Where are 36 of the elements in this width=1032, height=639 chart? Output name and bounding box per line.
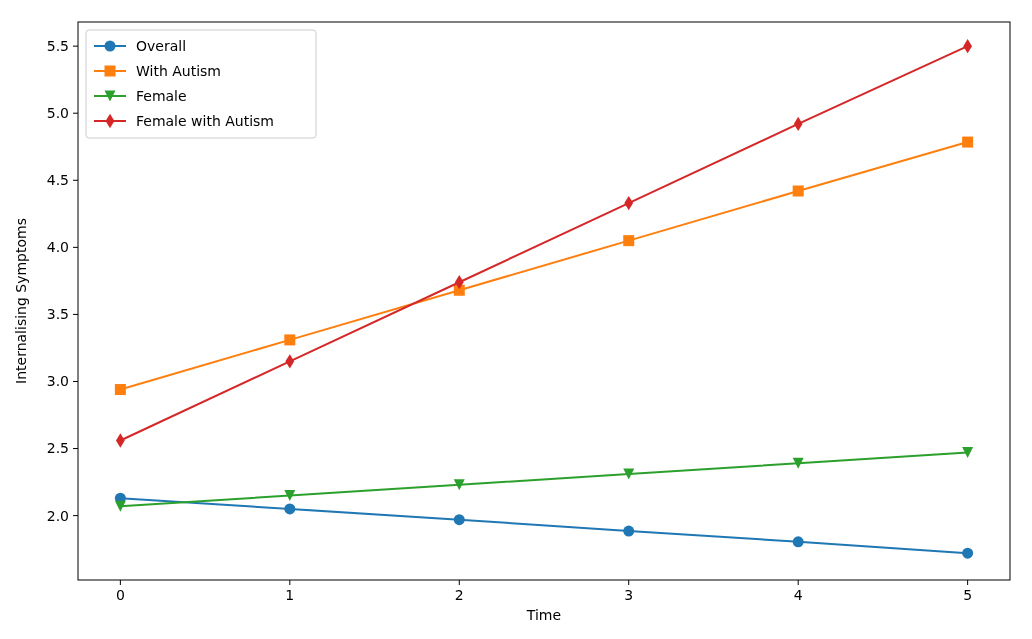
- point: [453, 479, 465, 491]
- point: [623, 468, 635, 480]
- legend-label: Female: [136, 87, 187, 104]
- point: [792, 536, 804, 548]
- y-tick-label: 4.5: [46, 172, 69, 189]
- point: [792, 185, 804, 197]
- x-tick-label: 4: [793, 587, 803, 603]
- point: [284, 490, 296, 501]
- y-axis-title: Internalising Symptoms: [13, 218, 29, 384]
- y-tick-label: 4.0: [46, 239, 69, 256]
- point: [962, 547, 974, 559]
- x-tick-label: 3: [624, 587, 634, 603]
- point: [284, 503, 296, 515]
- point: [114, 384, 126, 396]
- point: [962, 136, 974, 148]
- legend-label: With Autism: [136, 62, 221, 79]
- point: [284, 334, 296, 346]
- y-tick-label: 2.5: [46, 440, 69, 457]
- x-tick-label: 0: [115, 587, 125, 603]
- x-tick-label: 5: [963, 587, 973, 603]
- y-tick-label: 3.0: [46, 373, 69, 390]
- point: [623, 525, 635, 537]
- point: [792, 457, 804, 469]
- point: [962, 447, 974, 459]
- y-tick-label: 2.0: [46, 507, 69, 524]
- point: [114, 500, 126, 512]
- x-tick-label: 1: [285, 587, 295, 603]
- legend-label: Overall: [136, 37, 187, 54]
- point: [623, 235, 635, 247]
- point: [453, 514, 465, 526]
- y-tick-label: 5.0: [46, 105, 69, 122]
- x-tick-label: 2: [454, 587, 464, 603]
- y-tick-label: 3.5: [46, 306, 69, 323]
- y-tick-label: 5.5: [46, 38, 69, 55]
- x-axis-title: Time: [525, 607, 562, 623]
- legend-label: Female with Autism: [136, 112, 274, 129]
